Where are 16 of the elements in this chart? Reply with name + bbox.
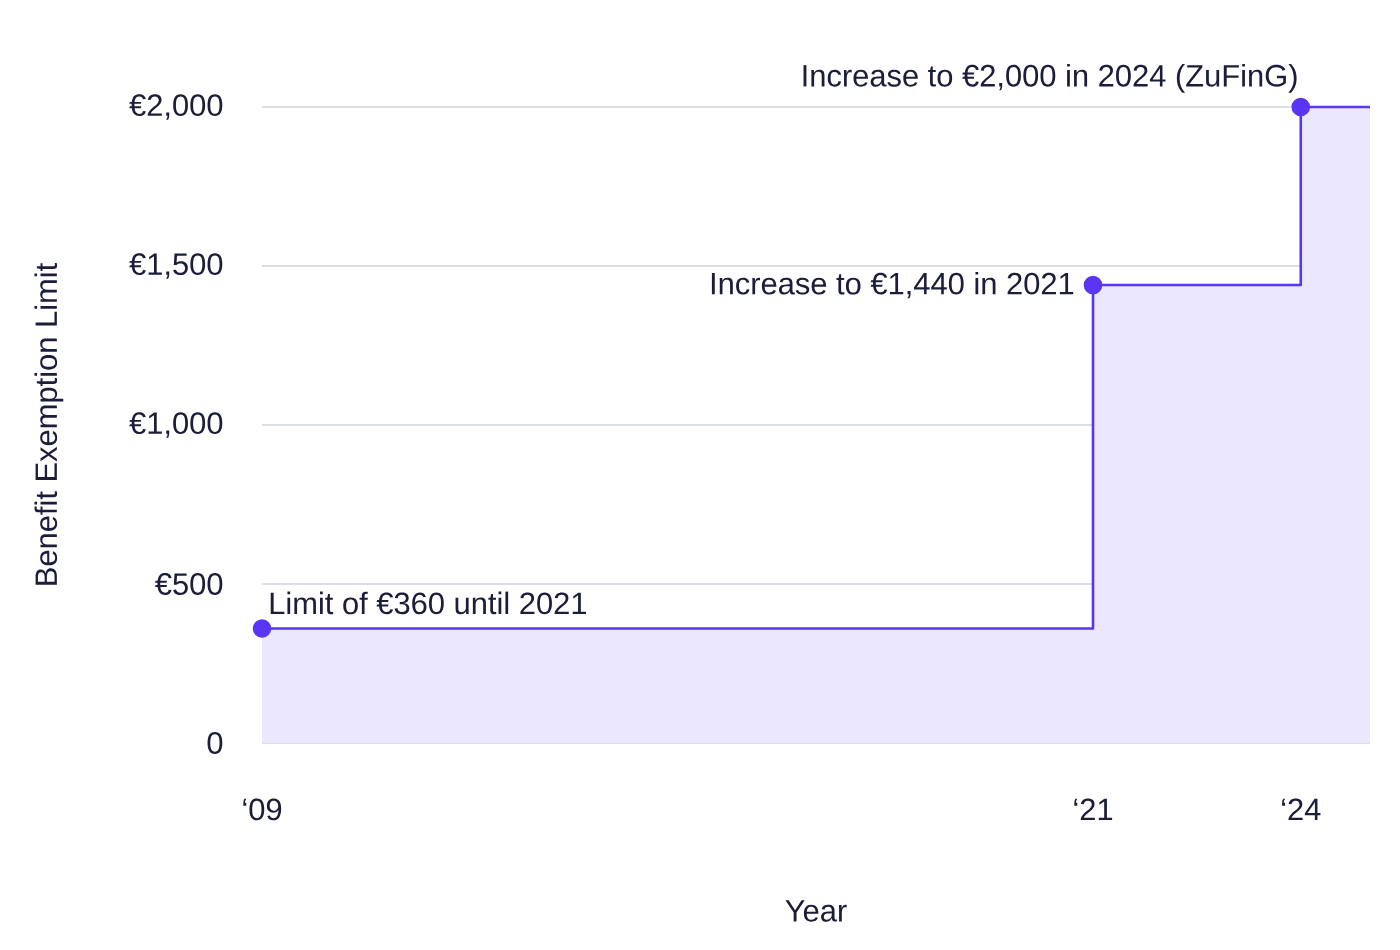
point bbox=[1291, 97, 1311, 117]
y-tick-label: €1,500 bbox=[129, 253, 223, 279]
point bbox=[252, 619, 272, 638]
annotation: Limit of €360 until 2021 bbox=[270, 591, 586, 615]
x-tick-label: ‘21 bbox=[1074, 798, 1113, 821]
y-tick-label: €500 bbox=[155, 573, 223, 595]
y-tick-label: 0 bbox=[207, 732, 223, 754]
x-tick-label: ‘09 bbox=[243, 798, 282, 821]
x-axis-title: Year bbox=[785, 900, 847, 922]
x-tick-label: ‘24 bbox=[1282, 798, 1321, 821]
y-tick-label: €1,000 bbox=[129, 412, 223, 438]
annotation: Increase to €2,000 in 2024 (ZuFinG) bbox=[803, 64, 1297, 93]
annotation: Increase to €1,440 in 2021 bbox=[711, 271, 1074, 299]
y-axis-title: Benefit Exemption Limit bbox=[34, 263, 64, 585]
point bbox=[1083, 275, 1103, 295]
y-tick-label: €2,000 bbox=[129, 94, 223, 120]
